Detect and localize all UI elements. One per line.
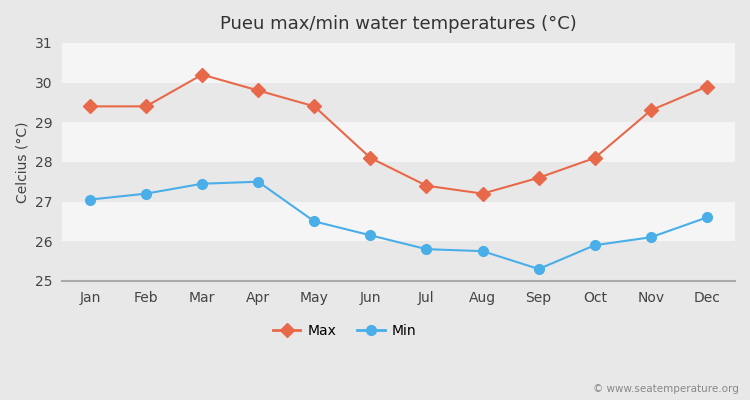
- Text: © www.seatemperature.org: © www.seatemperature.org: [592, 384, 739, 394]
- Title: Pueu max/min water temperatures (°C): Pueu max/min water temperatures (°C): [220, 15, 577, 33]
- Bar: [62, 43, 735, 82]
- Legend: Max, Min: Max, Min: [267, 319, 422, 344]
- Bar: [62, 82, 735, 122]
- Bar: [62, 241, 735, 281]
- Y-axis label: Celcius (°C): Celcius (°C): [15, 121, 29, 203]
- Bar: [62, 162, 735, 202]
- Bar: [62, 122, 735, 162]
- Bar: [62, 202, 735, 241]
